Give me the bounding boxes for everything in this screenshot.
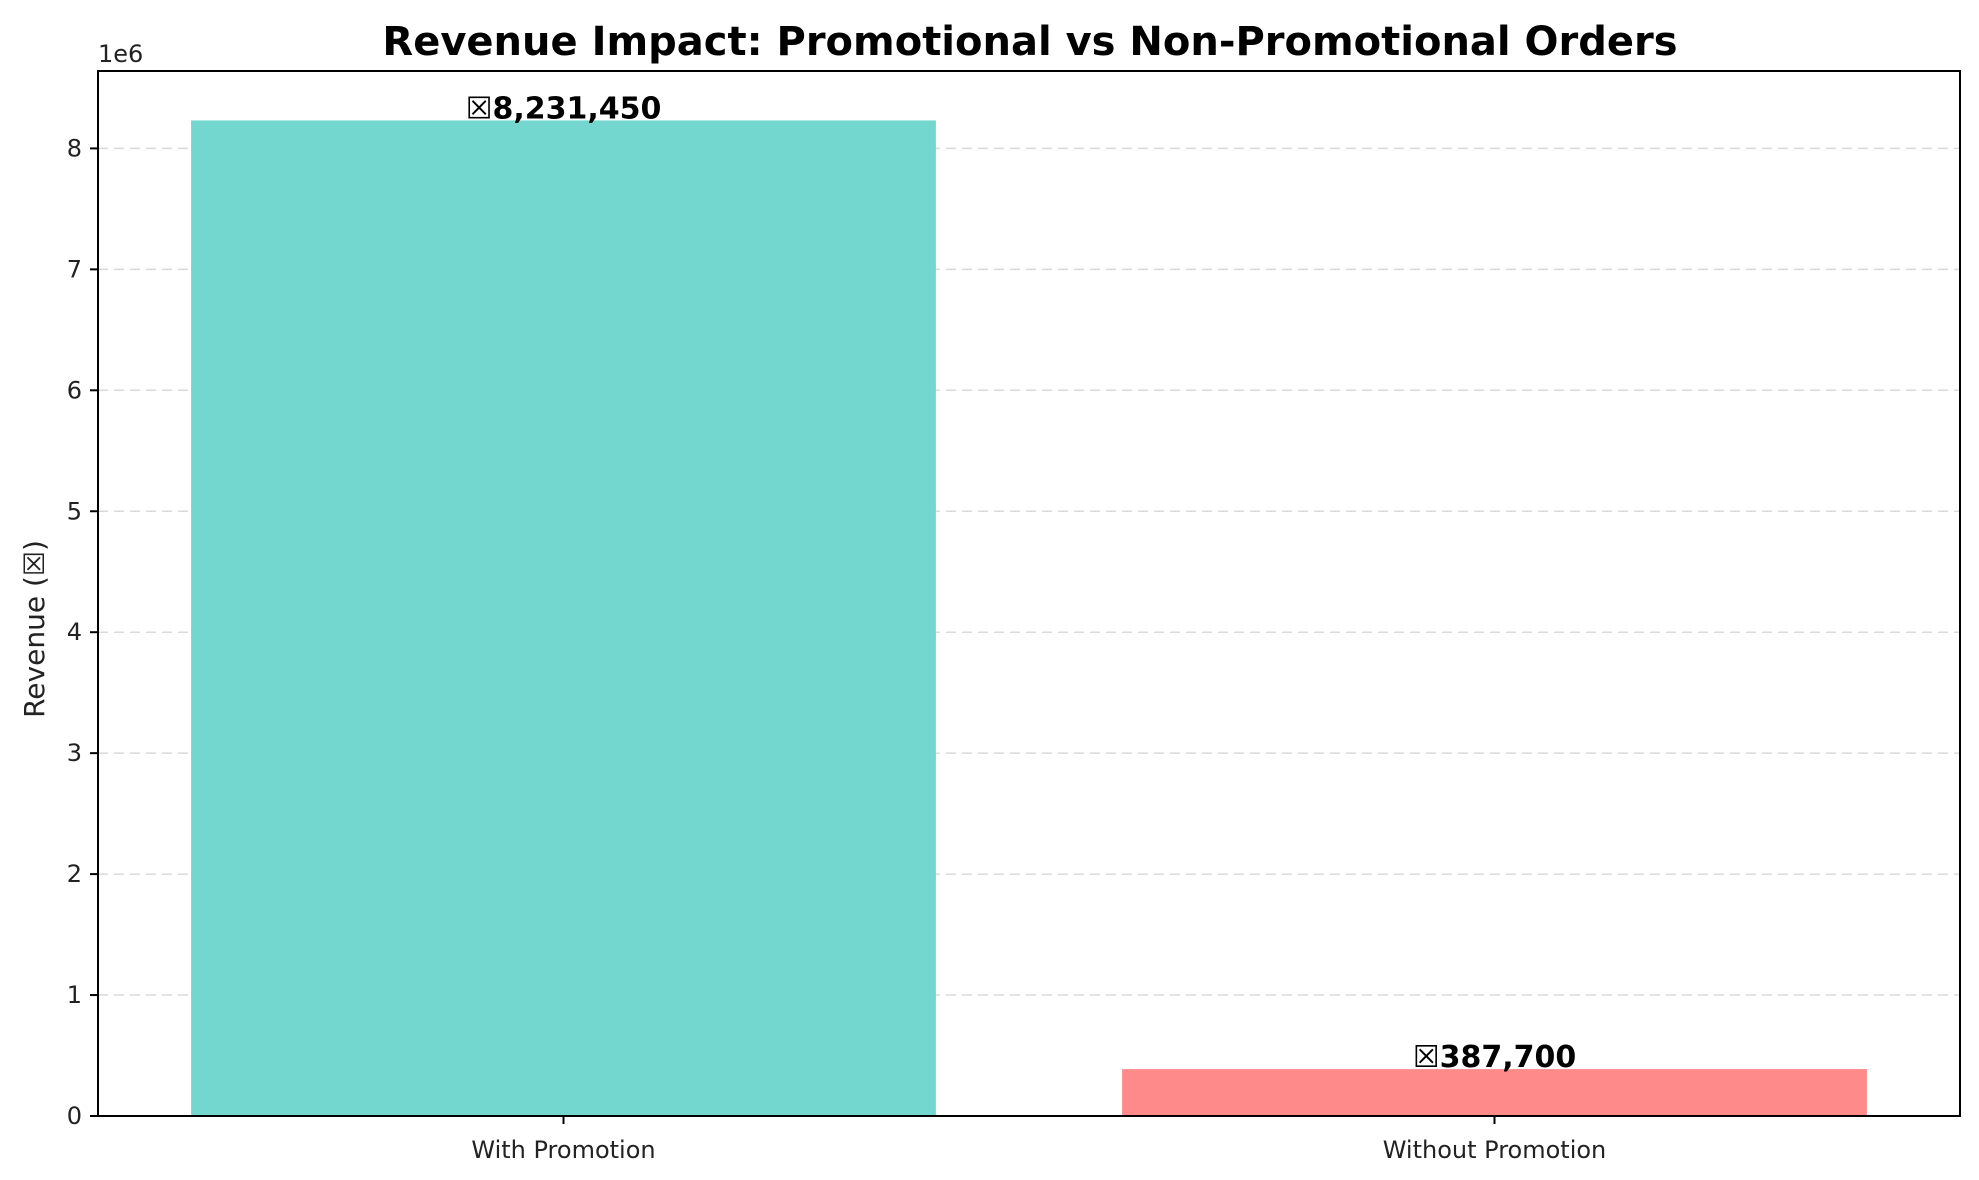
bar-value-label: ☒8,231,450	[466, 91, 662, 126]
bar	[191, 120, 936, 1116]
y-tick-label: 4	[67, 618, 82, 646]
y-axis-label: Revenue (☒)	[18, 540, 51, 718]
x-tick-label: Without Promotion	[1383, 1136, 1607, 1164]
plot-frame	[97, 70, 1961, 1117]
y-axis-offset-label: 1e6	[98, 40, 143, 68]
bars	[191, 120, 1867, 1116]
y-tick-label: 0	[67, 1102, 82, 1130]
y-tick-label: 5	[67, 497, 82, 525]
y-tick-label: 8	[67, 134, 82, 162]
axis-ticks: 0 1 2 3 4 5 6 7 8 With Promotion Without Promotion	[67, 134, 1607, 1164]
y-tick-label: 2	[67, 860, 82, 888]
bar	[1122, 1069, 1867, 1116]
y-tick-label: 6	[67, 376, 82, 404]
y-tick-label: 1	[67, 981, 82, 1009]
y-tick-label: 7	[67, 255, 82, 283]
chart-title: Revenue Impact: Promotional vs Non-Promo…	[382, 19, 1677, 65]
data-labels: ☒8,231,450 ☒387,700	[466, 91, 1577, 1075]
x-tick-label: With Promotion	[471, 1136, 655, 1164]
y-tick-label: 3	[67, 739, 82, 767]
bar-value-label: ☒387,700	[1413, 1040, 1577, 1075]
